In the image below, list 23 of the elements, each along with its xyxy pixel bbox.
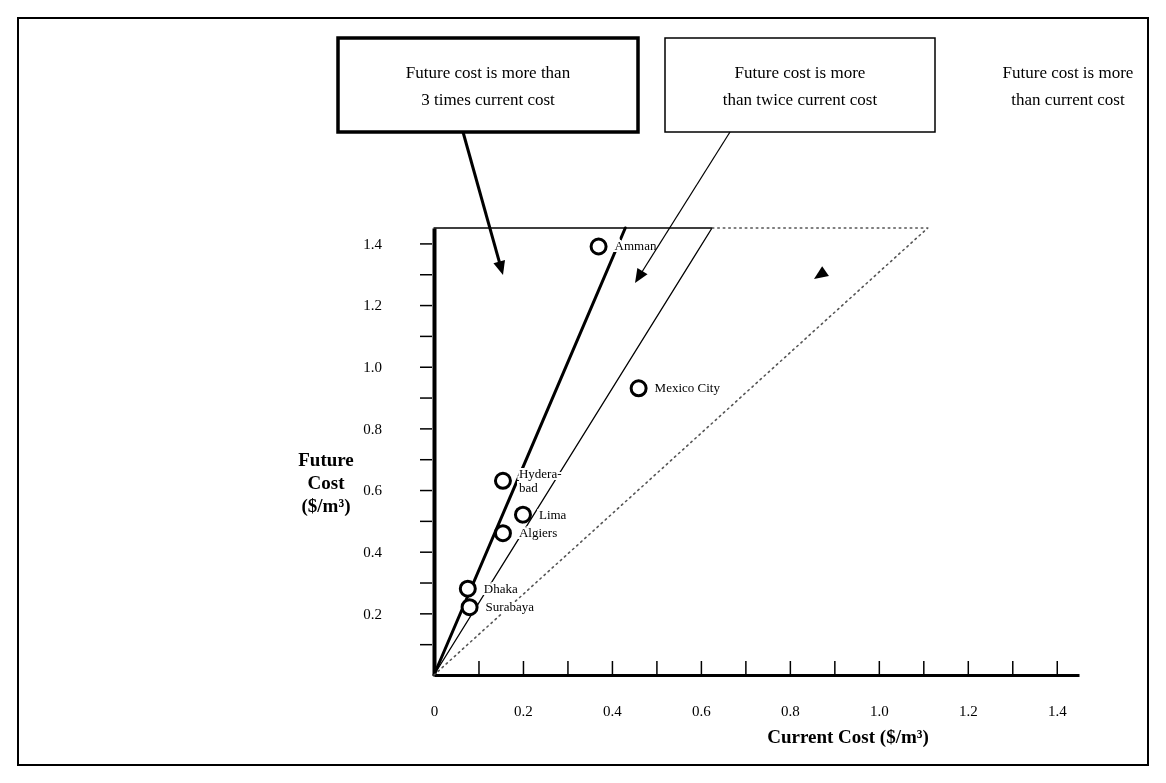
x-axis-title: Current Cost ($/m³): [767, 726, 929, 748]
y-tick-label: 1.2: [363, 297, 382, 314]
y-tick-label: 1.0: [363, 359, 382, 376]
text: Future cost is more than current cost: [1002, 63, 1134, 109]
x-tick-label: 1.2: [958, 702, 978, 719]
y-tick-label: 0.2: [363, 605, 382, 622]
data-label: Mexico City: [654, 380, 721, 396]
x-tick-label: 0: [430, 702, 439, 719]
data-label: Surabaya: [485, 599, 535, 615]
text: Future cost is more than twice current cost: [722, 63, 878, 109]
data-label: Lima: [538, 506, 567, 522]
x-tick-label: 1.0: [869, 702, 889, 719]
text: Future cost is more than 3 times current cost: [405, 63, 571, 109]
y-axis-title: Future Cost ($/m³): [298, 449, 354, 517]
x-tick-label: 1.4: [1047, 702, 1068, 719]
x-tick-label: 0.2: [514, 702, 533, 719]
x-tick-label: 0.8: [780, 702, 800, 719]
x-tick-label: 0.6: [692, 702, 712, 719]
y-tick-label: 1.4: [363, 235, 383, 252]
y-tick-label: 0.6: [363, 482, 383, 499]
y-tick-label: 0.4: [363, 543, 383, 560]
y-tick-label: 0.8: [363, 420, 382, 437]
x-tick-label: 0.4: [603, 702, 623, 719]
